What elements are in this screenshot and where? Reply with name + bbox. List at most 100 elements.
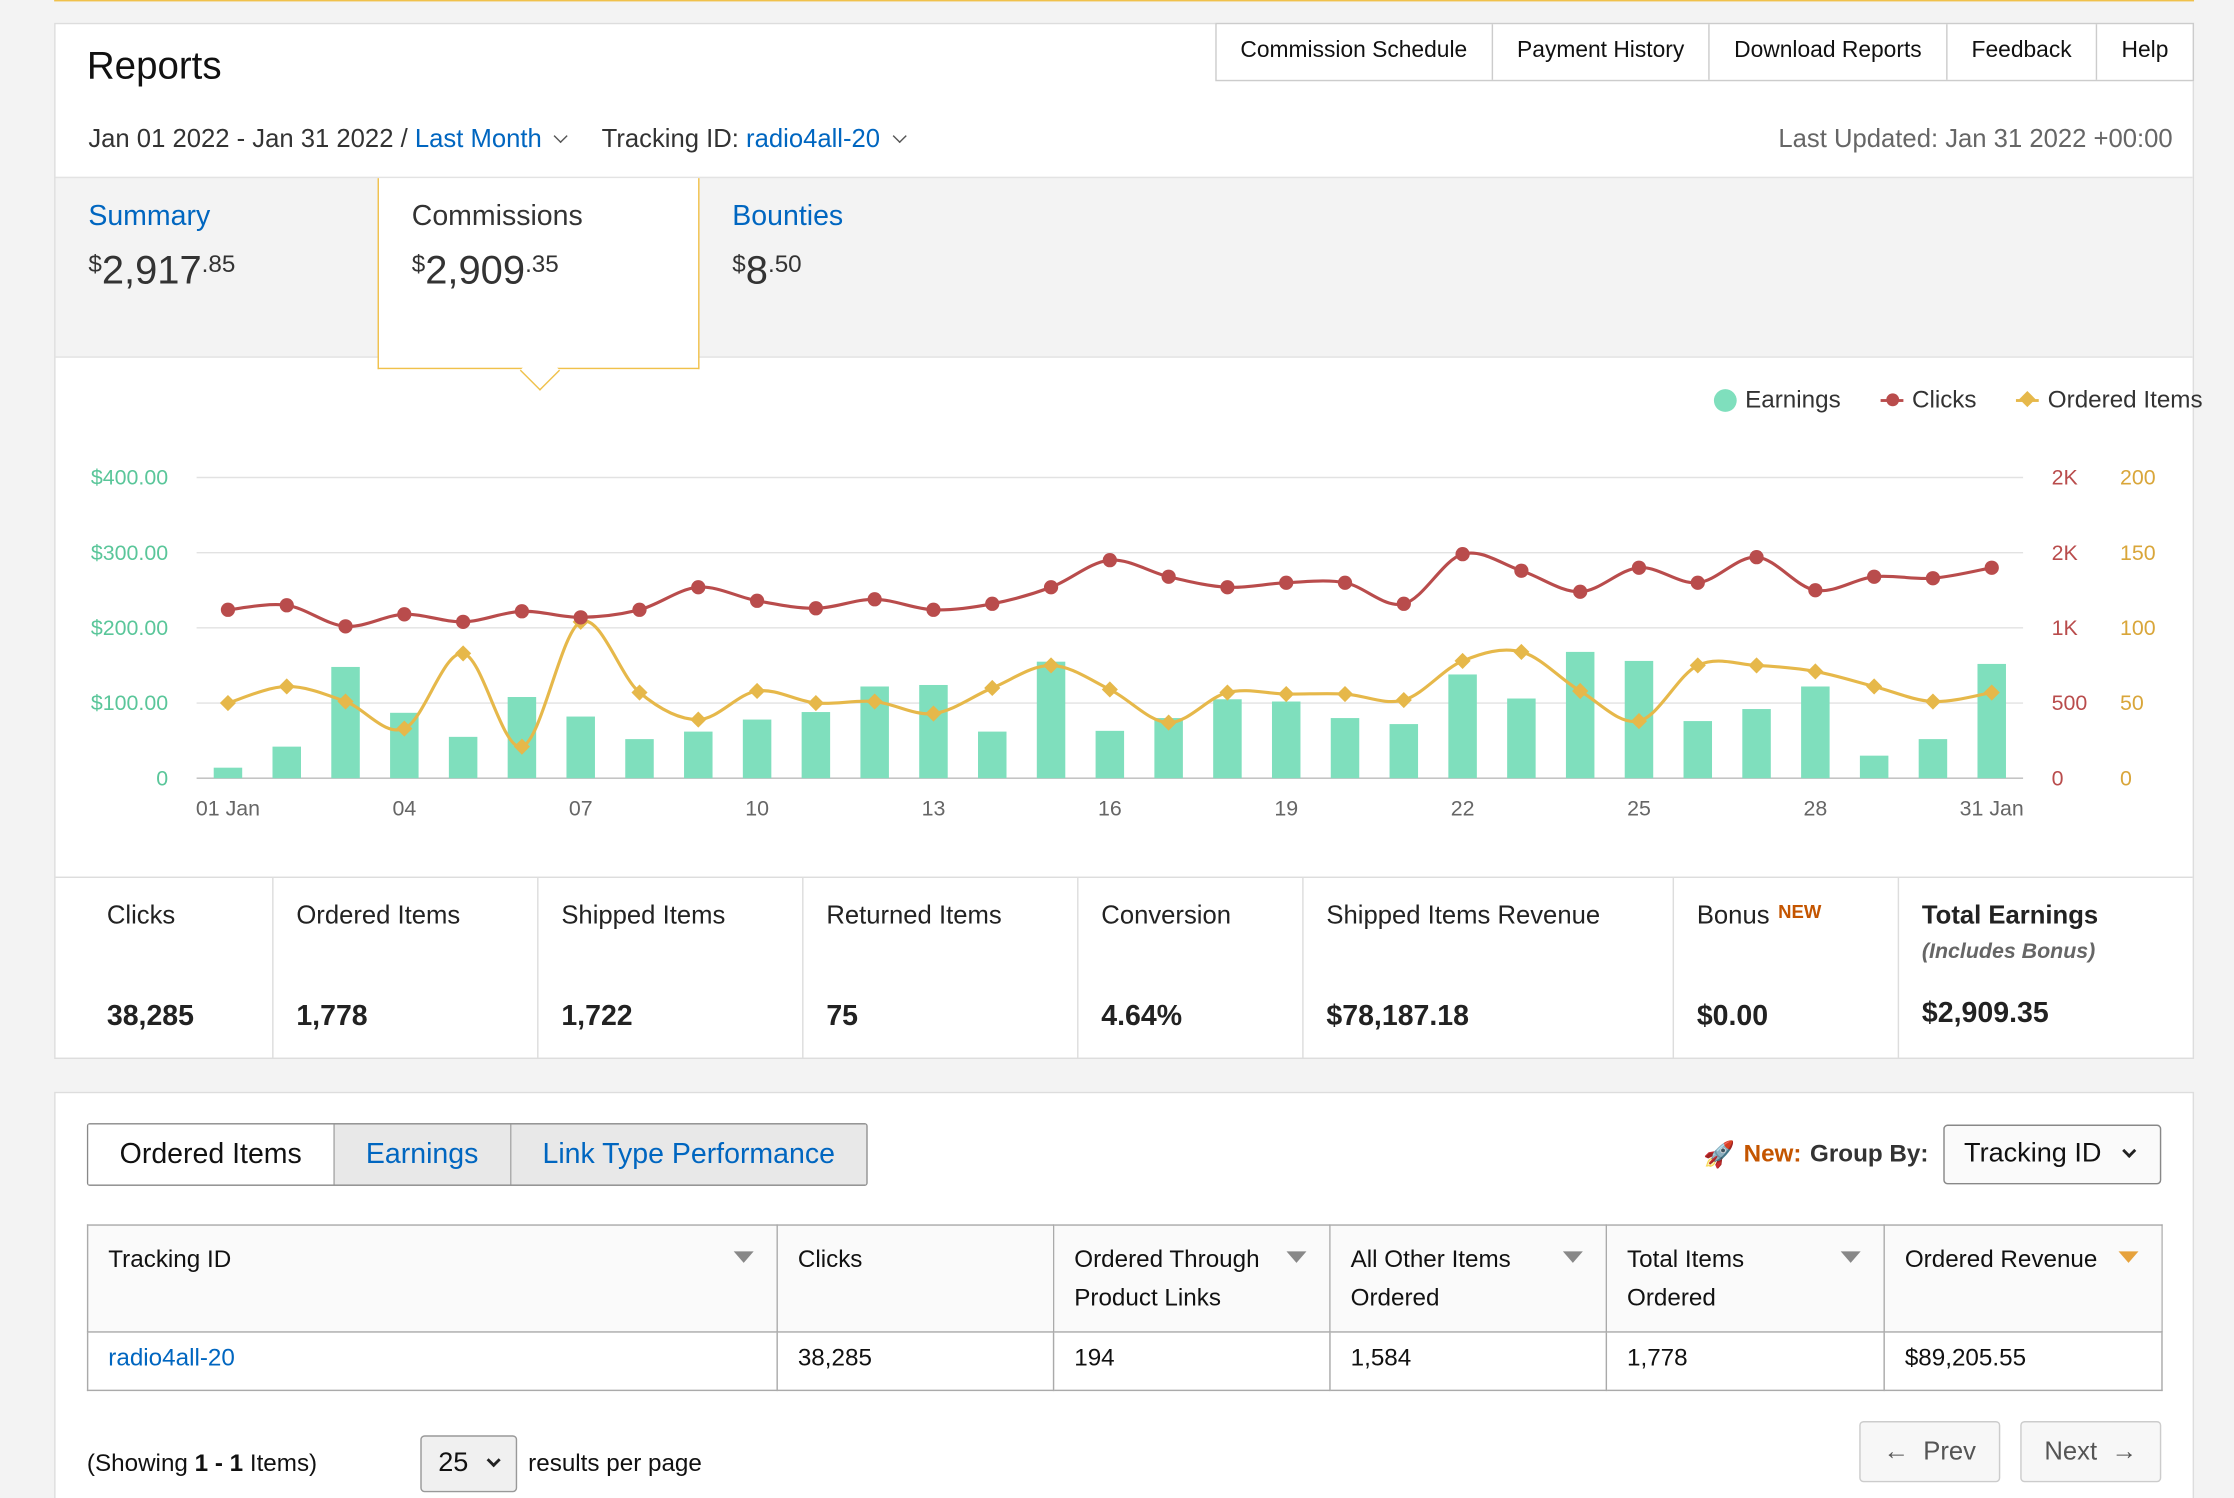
ordered-items-point [1336,685,1354,703]
nav-help[interactable]: Help [2095,24,2193,80]
last-updated: Last Updated: Jan 31 2022 +00:00 [1778,124,2173,153]
ordered-items-point [1395,691,1412,709]
earnings-bar [684,731,713,779]
clicks-point [1749,550,1764,565]
x-tick-label: 31 Jan [1960,796,2024,820]
commissions-amount: $2,909.35 [411,248,559,293]
clicks-point [1984,560,1999,575]
earnings-bar [742,719,772,779]
clicks-point [1396,596,1411,611]
clicks-point [279,598,294,613]
group-new-label: New: [1743,1140,1802,1168]
sort-icon [1286,1251,1307,1263]
tab-earnings[interactable]: Earnings [333,1124,510,1185]
clicks-point [1867,569,1882,584]
new-badge: NEW [1778,900,1822,923]
tab-link-type-performance[interactable]: Link Type Performance [509,1124,867,1185]
legend-earnings[interactable]: Earnings [1713,386,1841,415]
y-clicks-tick-label: 500 [2052,691,2088,715]
ordered-items-point [1219,684,1236,701]
earnings-bar [448,736,478,779]
col-clicks[interactable]: Clicks [776,1224,1055,1333]
nav-download-reports[interactable]: Download Reports [1708,24,1946,80]
metric-clicks: Clicks 38,285 [106,900,195,1032]
pager: ← Prev Next → [1859,1421,2162,1483]
prev-button[interactable]: ← Prev [1859,1421,2001,1483]
tab-bounties[interactable]: Bounties $8.50 [700,178,1022,368]
earnings-bar [1389,724,1419,779]
clicks-point [338,619,353,634]
y-left-tick-label: 0 [156,766,168,790]
col-total-items[interactable]: Total Items Ordered [1605,1224,1885,1333]
tab-commissions[interactable]: Commissions $2,909.35 [377,178,700,391]
y-left-tick-label: $400.00 [91,466,168,490]
group-by-label: Group By: [1810,1140,1929,1168]
y-left-tick-label: $200.00 [91,616,168,640]
clicks-point [691,580,706,595]
clicks-point [1161,569,1176,584]
ordered-items-point [1454,652,1471,669]
y-left-tick-label: $300.00 [91,541,168,565]
clicks-point [926,602,941,617]
legend-ordered-items[interactable]: Ordered Items [2016,386,2203,415]
clicks-point [514,604,530,619]
x-tick-label: 10 [745,796,769,820]
clicks-point [455,614,471,629]
col-ordered-through-links[interactable]: Ordered Through Product Links [1052,1224,1331,1333]
clicks-point [397,607,412,622]
metric-bonus: Bonus NEW $0.00 [1672,877,1898,1059]
nav-payment-history[interactable]: Payment History [1491,24,1708,80]
metric-shipped-items: Shipped Items 1,722 [537,877,802,1059]
row-clicks: 38,285 [776,1331,1055,1392]
row-all-other-items: 1,584 [1329,1331,1608,1392]
x-tick-label: 25 [1627,796,1651,820]
y-clicks-tick-label: 1K [2052,616,2078,640]
tracking-id-dropdown[interactable]: radio4all-20 [746,124,916,153]
group-by-select[interactable]: Tracking ID [1942,1124,2162,1185]
earnings-bar [1507,698,1536,779]
per-page-select[interactable]: 25 [419,1435,517,1493]
ordered-items-point [866,693,883,710]
ordered-items-point [1866,678,1883,695]
page-title: Reports [86,44,222,87]
reports-card: Reports Commission Schedule Payment Hist… [54,22,2195,1059]
y-clicks-tick-label: 0 [2052,766,2064,790]
date-preset-label: Last Month [414,124,542,153]
ordered-items-point [396,720,413,737]
tab-ordered-items[interactable]: Ordered Items [88,1124,334,1185]
earnings-bar [1095,730,1125,779]
ordered-items-point [925,705,942,722]
earnings-bar [331,666,360,779]
tab-bounties-label: Bounties [732,200,844,233]
metrics-row: Clicks 38,285 Ordered Items 1,778 Shipped … [55,876,2193,1059]
clicks-point [1573,584,1588,599]
nav-commission-schedule[interactable]: Commission Schedule [1240,38,1468,63]
date-range: Jan 01 2022 - Jan 31 2022 / [88,124,408,153]
earnings-bar [1859,755,1889,779]
date-preset-dropdown[interactable]: Last Month [415,124,578,153]
arrow-left-icon: ← [1883,1436,1910,1466]
legend-clicks[interactable]: Clicks [1880,386,1977,415]
clicks-point [749,593,765,608]
col-all-other-items[interactable]: All Other Items Ordered [1329,1224,1608,1333]
chevron-down-icon [2122,1143,2137,1158]
tab-summary[interactable]: Summary $2,917.85 [56,178,378,368]
earnings-bar [1448,674,1477,779]
earnings-bar [625,739,654,779]
y-ordered-tick-label: 200 [2120,466,2156,490]
ordered-items-point [690,711,707,728]
x-tick-label: 07 [569,796,593,820]
metric-ordered-items: Ordered Items 1,778 [272,877,537,1059]
per-page-label: results per page [528,1449,702,1477]
col-ordered-revenue[interactable]: Ordered Revenue [1883,1224,2163,1333]
ordered-items-point [807,694,824,712]
nav-feedback[interactable]: Feedback [1945,24,2096,80]
tab-summary-label: Summary [88,200,211,233]
sort-icon [1562,1251,1583,1263]
clicks-point [1631,560,1647,575]
row-tracking-id-link[interactable]: radio4all-20 [108,1344,235,1372]
next-button[interactable]: Next → [2020,1421,2162,1483]
col-tracking-id[interactable]: Tracking ID [86,1224,778,1333]
clicks-point [985,596,1000,611]
